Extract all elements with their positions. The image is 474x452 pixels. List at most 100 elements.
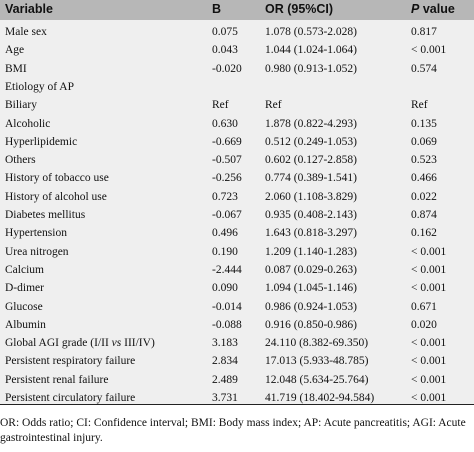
table-bottom-rule [0,404,474,405]
table-row: Persistent circulatory failure 3.731 41.71… [0,389,474,408]
cell-or: 0.087 (0.029-0.263) [265,263,357,276]
table-row: History of tobacco use -0.256 0.774 (0.389… [0,169,474,188]
cell-b: 2.834 [212,355,238,368]
cell-variable: History of alcohol use [5,190,107,203]
table-row: Others -0.507 0.602 (0.127-2.858) 0.523 [0,151,474,170]
table-row: BMI -0.020 0.980 (0.913-1.052) 0.574 [0,60,474,79]
cell-p-value: 0.020 [411,318,437,331]
cell-b: 0.630 [212,117,238,130]
cell-or: Ref [265,99,282,112]
cell-variable: Male sex [5,26,47,38]
cell-p-value: 0.574 [411,62,437,75]
cell-or: 0.980 (0.913-1.052) [265,62,357,75]
cell-or: 41.719 (18.402-94.584) [265,392,375,404]
cell-b: 0.075 [212,26,238,38]
cell-p-value: 0.162 [411,227,437,240]
cell-p-value: < 0.001 [411,392,447,404]
cell-b: 2.489 [212,373,238,386]
cell-p-value: 0.069 [411,135,437,148]
cell-p-value: 0.135 [411,117,437,130]
table-row: Male sex 0.075 1.078 (0.573-2.028) 0.817 [0,23,474,42]
table-footnote: OR: Odds ratio; CI: Confidence interval;… [0,416,474,446]
cell-p-value: < 0.001 [411,337,447,350]
cell-variable: Etiology of AP [5,80,75,93]
cell-p-value: Ref [411,99,428,112]
cell-p-value: 0.022 [411,190,437,203]
table-row: Persistent respiratory failure 2.834 17.01… [0,352,474,371]
table-row: Global AGI grade (I/II vs III/IV) 3.183 24… [0,334,474,353]
cell-variable: Others [5,154,36,167]
table-row: Diabetes mellitus -0.067 0.935 (0.408-2.14… [0,206,474,225]
cell-b: 0.190 [212,245,238,258]
cell-or: 12.048 (5.634-25.764) [265,373,369,386]
cell-b: Ref [212,99,229,112]
cell-or: 1.078 (0.573-2.028) [265,26,357,38]
table-body: Male sex 0.075 1.078 (0.573-2.028) 0.817 Age… [0,20,474,405]
cell-b: 3.183 [212,337,238,350]
table-row: History of alcohol use 0.723 2.060 (1.108-… [0,188,474,207]
cell-variable: Glucose [5,300,43,313]
cell-variable: Hyperlipidemic [5,135,78,148]
cell-b: -2.444 [212,263,242,276]
cell-variable: BMI [5,62,27,75]
cell-b: -0.088 [212,318,242,331]
cell-or: 24.110 (8.382-69.350) [265,337,369,350]
cell-p-value: < 0.001 [411,355,447,368]
table-row: Etiology of AP [0,78,474,97]
header-p-letter: P [411,2,420,16]
table-row: Urea nitrogen 0.190 1.209 (1.140-1.283) < 0… [0,243,474,262]
cell-or: 2.060 (1.108-3.829) [265,190,357,203]
cell-or: 17.013 (5.933-48.785) [265,355,369,368]
header-or: OR (95%CI) [265,2,334,16]
header-variable: Variable [5,2,53,16]
cell-b: -0.020 [212,62,242,75]
cell-p-value: 0.874 [411,209,437,221]
cell-b: 0.090 [212,282,238,295]
cell-p-value: 0.671 [411,300,437,313]
cell-b: 0.723 [212,190,238,203]
cell-or: 0.986 (0.924-1.053) [265,300,357,313]
table-row: Persistent renal failure 2.489 12.048 (5.6… [0,371,474,390]
cell-or: 0.935 (0.408-2.143) [265,209,357,221]
table-row: Glucose -0.014 0.986 (0.924-1.053) 0.671 [0,298,474,317]
cell-or: 1.094 (1.045-1.146) [265,282,357,295]
cell-variable: Biliary [5,99,37,112]
cell-or: 1.643 (0.818-3.297) [265,227,357,240]
cell-or: 0.774 (0.389-1.541) [265,172,357,185]
cell-or: 0.602 (0.127-2.858) [265,154,357,167]
table-row: Calcium -2.444 0.087 (0.029-0.263) < 0.001 [0,261,474,280]
table-row: Alcoholic 0.630 1.878 (0.822-4.293) 0.135 [0,115,474,134]
cell-b: 0.496 [212,227,238,240]
cell-b: 0.043 [212,44,238,57]
table-header-row: Variable B OR (95%CI) P value [0,0,474,20]
cell-variable: Persistent circulatory failure [5,392,136,404]
cell-p-value: 0.466 [411,172,437,185]
cell-b: -0.014 [212,300,242,313]
cell-variable: Calcium [5,263,44,276]
footnote-line-2: gastrointestinal injury. [0,432,103,444]
cell-variable: Hypertension [5,227,67,240]
table-row: Age 0.043 1.044 (1.024-1.064) < 0.001 [0,41,474,60]
table-row: Hyperlipidemic -0.669 0.512 (0.249-1.053) 0… [0,133,474,152]
cell-variable: History of tobacco use [5,172,109,185]
table-row: Albumin -0.088 0.916 (0.850-0.986) 0.020 [0,316,474,335]
cell-variable: Alcoholic [5,117,51,130]
cell-p-value: 0.817 [411,26,437,38]
cell-or: 0.512 (0.249-1.053) [265,135,357,148]
cell-b: 3.731 [212,392,238,404]
cell-variable: Urea nitrogen [5,245,69,258]
regression-table: Variable B OR (95%CI) P value Male sex 0.… [0,0,474,405]
header-p-value: P value [411,2,455,16]
cell-or: 1.209 (1.140-1.283) [265,245,357,258]
cell-b: -0.256 [212,172,242,185]
cell-p-value: 0.523 [411,154,437,167]
header-p-suffix: value [419,2,455,16]
cell-p-value: < 0.001 [411,245,447,258]
cell-variable: Age [5,44,25,57]
cell-b: -0.067 [212,209,242,221]
cell-p-value: < 0.001 [411,373,447,386]
cell-p-value: < 0.001 [411,44,447,57]
table-row: Hypertension 0.496 1.643 (0.818-3.297) 0.16… [0,224,474,243]
cell-or: 1.044 (1.024-1.064) [265,44,357,57]
cell-variable: Global AGI grade (I/II vs III/IV) [5,337,155,350]
